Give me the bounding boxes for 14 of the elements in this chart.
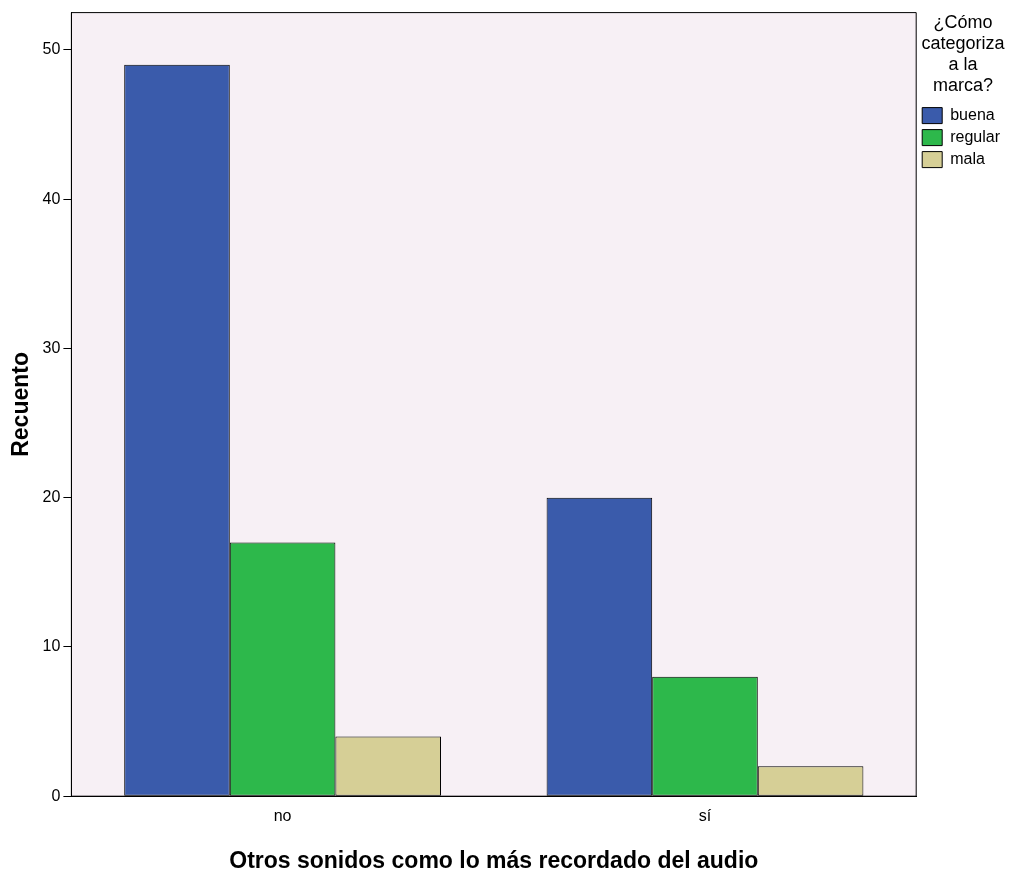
legend-title: ¿Cómo categoriza a la marca?: [921, 11, 1006, 95]
legend-label: regular: [950, 128, 1001, 146]
x-tick-label: sí: [698, 807, 712, 825]
x-axis-title: Otros sonidos como lo más recordado del audio: [229, 846, 759, 873]
legend-label: mala: [950, 150, 985, 168]
y-tick-label: 30: [42, 338, 61, 356]
y-tick-label: 10: [42, 637, 61, 655]
x-tick-label: no: [273, 807, 292, 825]
y-tick-label: 40: [42, 189, 61, 207]
y-tick-label: 20: [42, 488, 61, 506]
y-axis-title: Recuento: [7, 352, 34, 457]
y-tick-label: 0: [51, 786, 61, 804]
legend-label: buena: [950, 106, 995, 124]
y-tick-label: 50: [42, 40, 61, 58]
